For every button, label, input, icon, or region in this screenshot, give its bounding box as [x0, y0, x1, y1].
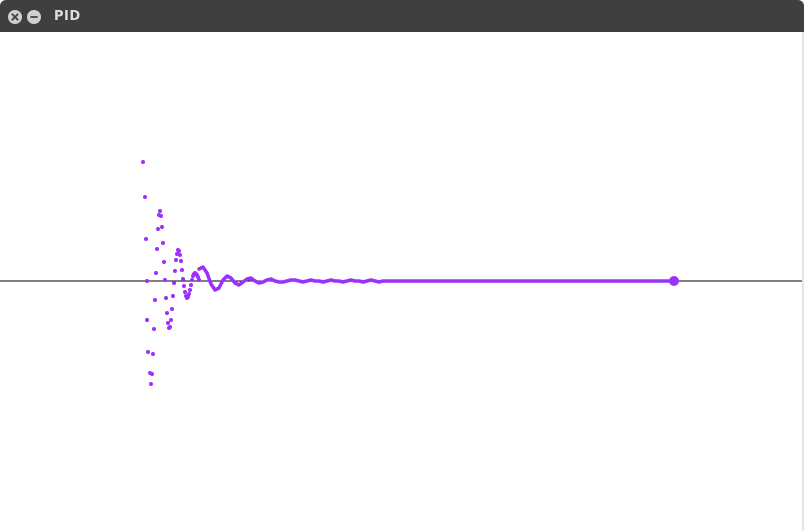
response-point	[159, 214, 163, 218]
response-point	[182, 284, 186, 288]
response-point	[166, 321, 170, 325]
response-point	[165, 311, 169, 315]
response-point	[190, 278, 194, 282]
response-point	[164, 296, 168, 300]
response-point	[150, 372, 154, 376]
response-point	[177, 249, 181, 253]
response-point	[181, 277, 185, 281]
response-point	[173, 269, 177, 273]
window-title: PID	[54, 9, 81, 24]
response-endpoint	[669, 276, 679, 286]
response-point	[152, 327, 156, 331]
response-point	[170, 307, 174, 311]
response-point	[145, 279, 149, 283]
response-point	[197, 278, 201, 282]
response-point	[158, 209, 162, 213]
response-point	[171, 294, 175, 298]
response-point	[153, 298, 157, 302]
response-point	[163, 278, 167, 282]
window-titlebar[interactable]: PID	[0, 0, 804, 32]
response-point	[155, 247, 159, 251]
response-point	[162, 260, 166, 264]
response-point	[168, 325, 172, 329]
response-point	[154, 271, 158, 275]
response-point	[161, 241, 165, 245]
response-point	[144, 237, 148, 241]
response-point	[183, 290, 187, 294]
response-point	[174, 258, 178, 262]
minimize-icon	[30, 16, 38, 18]
response-point	[179, 259, 183, 263]
response-point	[160, 225, 164, 229]
response-point	[145, 318, 149, 322]
response-point	[146, 350, 150, 354]
response-point	[151, 352, 155, 356]
close-button[interactable]	[8, 10, 22, 24]
response-point	[143, 195, 147, 199]
window-right-edge	[802, 32, 804, 531]
response-point	[169, 318, 173, 322]
response-point	[172, 281, 176, 285]
response-point	[180, 268, 184, 272]
response-point	[149, 382, 153, 386]
response-trail	[197, 265, 676, 292]
response-point	[156, 227, 160, 231]
minimize-button[interactable]	[27, 10, 41, 24]
response-point	[188, 288, 192, 292]
plot-canvas	[0, 32, 804, 531]
response-point	[187, 292, 191, 296]
response-point	[178, 253, 182, 257]
pid-response-plot	[0, 160, 804, 386]
close-icon	[11, 13, 19, 21]
response-point	[141, 160, 145, 164]
response-point	[189, 283, 193, 287]
